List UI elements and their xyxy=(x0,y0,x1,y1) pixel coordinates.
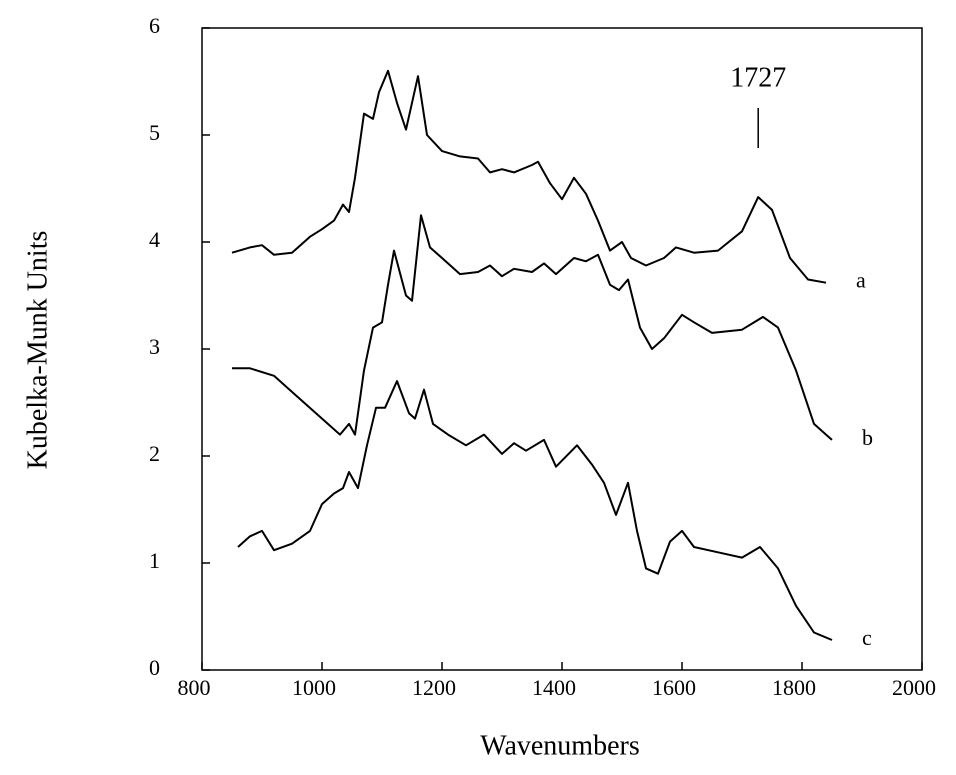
y-tick-label: 6 xyxy=(149,13,160,38)
y-tick-label: 4 xyxy=(149,227,160,252)
x-tick-label: 1200 xyxy=(412,675,456,700)
annotation-label: 1727 xyxy=(730,62,786,93)
y-tick-label: 5 xyxy=(149,120,160,145)
y-tick-label: 2 xyxy=(149,441,160,466)
plot-frame xyxy=(201,27,923,671)
series-label: a xyxy=(856,268,866,293)
x-tick-label: 1400 xyxy=(532,675,576,700)
x-tick-label: 1800 xyxy=(772,675,816,700)
y-tick-label: 1 xyxy=(149,548,160,573)
series-label: b xyxy=(862,425,873,450)
spectrum-line xyxy=(237,380,833,641)
x-tick-label: 1600 xyxy=(652,675,696,700)
x-tick-label: 800 xyxy=(178,675,211,700)
spectrum-line xyxy=(231,69,827,284)
y-tick-label: 0 xyxy=(149,655,160,680)
series-label: c xyxy=(862,625,872,650)
x-tick-label: 2000 xyxy=(892,675,936,700)
y-tick-label: 3 xyxy=(149,334,160,359)
spectrum-line xyxy=(232,214,833,441)
x-tick-label: 1000 xyxy=(292,675,336,700)
y-axis-title: Kubelka-Munk Units xyxy=(22,231,53,470)
x-axis-title: Wavenumbers xyxy=(480,730,639,761)
